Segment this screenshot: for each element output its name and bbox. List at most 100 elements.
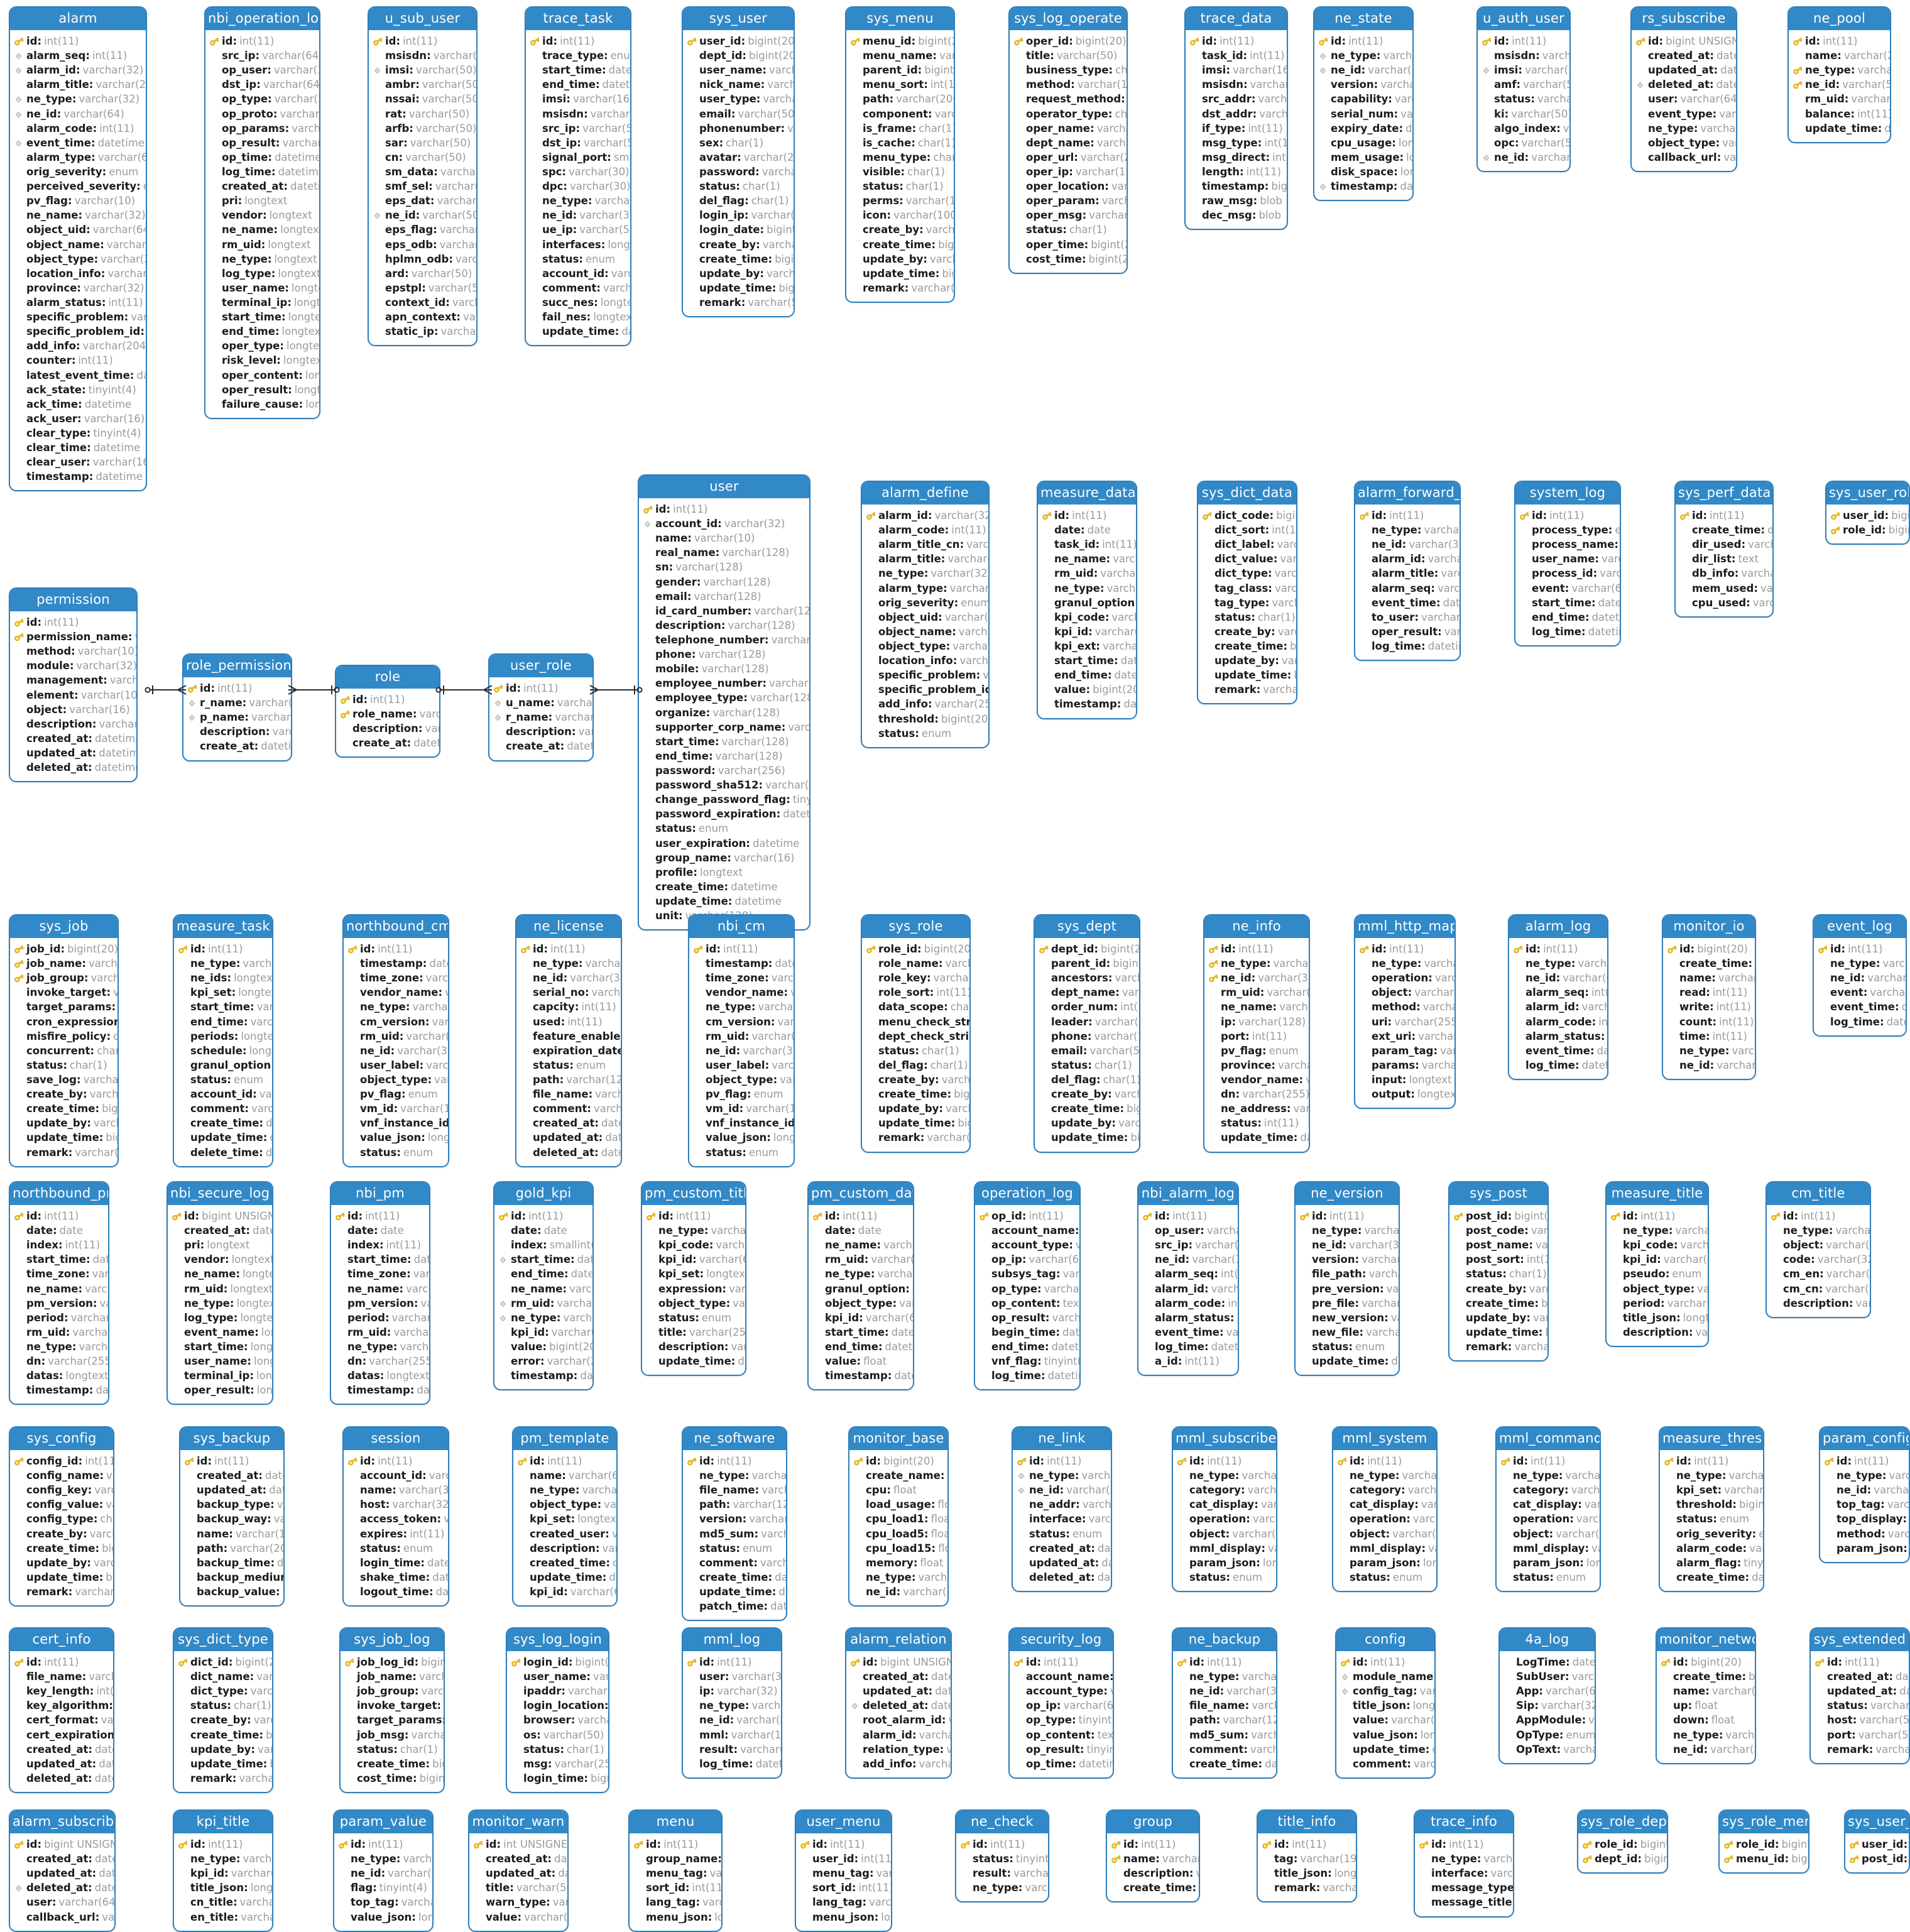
table-sys_perf_data[interactable]: sys_perf_dataid:int(11)create_time:datet… bbox=[1674, 481, 1774, 618]
table-sys_dict_data[interactable]: sys_dict_datadict_code:bigint(20)dict_so… bbox=[1197, 481, 1297, 704]
table-sys_role_menu[interactable]: sys_role_menurole_id:bigint(20)menu_id:b… bbox=[1718, 1809, 1809, 1874]
table-config[interactable]: configid:int(11)module_name:varchar(32)c… bbox=[1335, 1627, 1436, 1779]
table-ne_license[interactable]: ne_licenseid:int(11)ne_type:varchar(16)n… bbox=[515, 914, 622, 1167]
table-session[interactable]: sessionid:int(11)account_id:varchar(32)n… bbox=[342, 1426, 449, 1607]
table-cm_title[interactable]: cm_titleid:int(11)ne_type:varchar(16)obj… bbox=[1765, 1181, 1871, 1318]
table-mml_subscriber[interactable]: mml_subscriberid:int(11)ne_type:varchar(… bbox=[1172, 1426, 1277, 1592]
table-u_auth_user[interactable]: u_auth_userid:int(11)msisdn:varchar(16)i… bbox=[1476, 6, 1571, 172]
table-operation_log[interactable]: operation_logop_id:int(11)account_name:v… bbox=[974, 1181, 1081, 1390]
column-type: datetime bbox=[261, 740, 292, 753]
column-type: longtext bbox=[274, 253, 317, 266]
no-key-spacer bbox=[1189, 167, 1200, 177]
table-pm_custom_data[interactable]: pm_custom_dataid:int(11)date:datene_name… bbox=[807, 1181, 914, 1390]
table-system_log[interactable]: system_logid:int(11)process_type:enumpro… bbox=[1514, 481, 1621, 647]
table-ne_info[interactable]: ne_infoid:int(11)ne_type:varchar(32)ne_i… bbox=[1203, 914, 1310, 1153]
table-user_menu[interactable]: user_menuid:int(11)user_id:int(11)menu_t… bbox=[795, 1809, 892, 1932]
column-name: if_type bbox=[1202, 122, 1242, 135]
table-measure_threshold[interactable]: measure_thresholdid:int(11)ne_type:varch… bbox=[1659, 1426, 1764, 1592]
table-4a_log[interactable]: 4a_logLogTime:datetimeSubUser:varchar(64… bbox=[1498, 1627, 1596, 1764]
table-sys_job[interactable]: sys_jobjob_id:bigint(20)job_name:varchar… bbox=[9, 914, 119, 1167]
table-event_log[interactable]: event_logid:int(11)ne_type:varchar(16)ne… bbox=[1813, 914, 1907, 1037]
table-pm_template[interactable]: pm_templateid:int(11)name:varchar(64)ne_… bbox=[512, 1426, 618, 1607]
column-type: varchar(128) bbox=[1258, 92, 1289, 106]
table-sys_job_log[interactable]: sys_job_logjob_log_id:bigint(20)job_name… bbox=[339, 1627, 445, 1793]
table-ne_pool[interactable]: ne_poolid:int(11)name:varchar(255)ne_typ… bbox=[1787, 6, 1891, 143]
column-separator: : bbox=[724, 1340, 729, 1353]
table-cert_info[interactable]: cert_infoid:int(11)file_name:varchar(64)… bbox=[9, 1627, 114, 1793]
key-icon bbox=[1042, 511, 1052, 520]
table-sys_config[interactable]: sys_configconfig_id:int(11)config_name:v… bbox=[9, 1426, 114, 1607]
table-kpi_title[interactable]: kpi_titleid:int(11)ne_type:varchar(16)kp… bbox=[173, 1809, 273, 1932]
table-mml_command[interactable]: mml_commandid:int(11)ne_type:varchar(16)… bbox=[1495, 1426, 1601, 1592]
table-ne_backup[interactable]: ne_backupid:int(11)ne_type:varchar(16)ne… bbox=[1172, 1627, 1277, 1779]
table-u_sub_user[interactable]: u_sub_userid:int(11)msisdn:varchar(50)im… bbox=[368, 6, 478, 346]
table-measure_title[interactable]: measure_titleid:int(11)ne_type:varchar(1… bbox=[1605, 1181, 1709, 1347]
table-ne_version[interactable]: ne_versionid:int(11)ne_type:varchar(32)n… bbox=[1294, 1181, 1400, 1376]
table-mml_log[interactable]: mml_logid:int(11)user:varchar(32)ip:varc… bbox=[682, 1627, 782, 1779]
table-menu[interactable]: menuid:int(11)group_name:varchar(16)menu… bbox=[628, 1809, 723, 1932]
table-monitor_io[interactable]: monitor_ioid:bigint(20)create_time:bigin… bbox=[1662, 914, 1756, 1080]
no-key-spacer bbox=[14, 182, 25, 191]
table-ne_software[interactable]: ne_softwareid:int(11)ne_type:varchar(16)… bbox=[682, 1426, 787, 1621]
table-sys_menu[interactable]: sys_menumenu_id:bigint(20)menu_name:varc… bbox=[845, 6, 955, 303]
table-role[interactable]: roleid:int(11)role_name:varchar(255)desc… bbox=[335, 665, 440, 758]
column-row: status:int(11) bbox=[1208, 1116, 1304, 1130]
table-permission[interactable]: permissionid:int(11)permission_name:varc… bbox=[9, 587, 138, 782]
table-monitor_base[interactable]: monitor_baseid:bigint(20)create_name:big… bbox=[848, 1426, 949, 1607]
table-ne_state[interactable]: ne_stateid:int(11)ne_type:varchar(16)ne_… bbox=[1313, 6, 1414, 201]
table-sys_backup[interactable]: sys_backupid:int(11)created_at:datetimeu… bbox=[179, 1426, 285, 1607]
table-ne_check[interactable]: ne_checkid:int(11)status:tinyint(4)resul… bbox=[955, 1809, 1049, 1902]
table-group[interactable]: groupid:int(11)name:varchar(255)descript… bbox=[1106, 1809, 1200, 1902]
table-measure_task[interactable]: measure_taskid:int(11)ne_type:varchar(16… bbox=[173, 914, 273, 1167]
table-sys_user_post[interactable]: sys_user_postuser_id:bigint(20)post_id:b… bbox=[1844, 1809, 1910, 1874]
table-user_role[interactable]: user_roleid:int(11)u_name:varchar(255)r_… bbox=[488, 653, 594, 761]
table-param_config[interactable]: param_configid:int(11)ne_type:varchar(32… bbox=[1819, 1426, 1910, 1563]
column-type: varchar(16) bbox=[1408, 1483, 1438, 1497]
table-param_value[interactable]: param_valueid:int(11)ne_type:varchar(32)… bbox=[333, 1809, 434, 1932]
table-mml_http_map[interactable]: mml_http_mapid:int(11)ne_type:varchar(16… bbox=[1354, 914, 1456, 1109]
column-type: varchar(64) bbox=[422, 1684, 445, 1698]
no-key-spacer bbox=[14, 1371, 25, 1380]
table-pm_custom_title[interactable]: pm_custom_titleid:int(11)ne_type:varchar… bbox=[641, 1181, 746, 1376]
table-sys_post[interactable]: sys_postpost_id:bigint(20)post_code:varc… bbox=[1448, 1181, 1549, 1362]
table-mml_system[interactable]: mml_systemid:int(11)ne_type:varchar(16)c… bbox=[1332, 1426, 1438, 1592]
table-nbi_cm[interactable]: nbi_cmid:int(11)timestamp:datetimetime_z… bbox=[688, 914, 795, 1167]
table-sys_log_login[interactable]: sys_log_loginlogin_id:bigint(20)user_nam… bbox=[506, 1627, 609, 1793]
table-sys_role_dept[interactable]: sys_role_deptrole_id:bigint(20)dept_id:b… bbox=[1577, 1809, 1668, 1874]
table-trace_task[interactable]: trace_taskid:int(11)trace_type:enumstart… bbox=[525, 6, 631, 346]
column-separator: : bbox=[1231, 1015, 1236, 1029]
column-separator: : bbox=[851, 1224, 856, 1237]
table-northbound_cm[interactable]: northbound_cmid:int(11)timestamp:datetim… bbox=[342, 914, 449, 1167]
table-nbi_alarm_log[interactable]: nbi_alarm_logid:int(11)op_user:varchar(1… bbox=[1137, 1181, 1239, 1376]
table-sys_extended[interactable]: sys_extendedid:int(11)created_at:datetim… bbox=[1809, 1627, 1910, 1764]
table-sys_dept[interactable]: sys_deptdept_id:bigint(20)parent_id:bigi… bbox=[1034, 914, 1140, 1153]
column-row: ack_time:datetime bbox=[14, 397, 141, 412]
table-trace_info[interactable]: trace_infoid:int(11)ne_type:varchar(32)i… bbox=[1414, 1809, 1514, 1918]
table-sys_dict_type[interactable]: sys_dict_typedict_id:bigint(20)dict_name… bbox=[173, 1627, 273, 1793]
table-monitor_network[interactable]: monitor_networkid:bigint(20)create_time:… bbox=[1656, 1627, 1756, 1764]
table-ne_link[interactable]: ne_linkid:int(11)ne_type:varchar(32)ne_i… bbox=[1012, 1426, 1112, 1592]
table-alarm_log[interactable]: alarm_logid:int(11)ne_type:varchar(16)ne… bbox=[1508, 914, 1608, 1080]
table-sys_user_role[interactable]: sys_user_roleuser_id:bigint(20)role_id:b… bbox=[1825, 481, 1910, 545]
table-alarm_forward_log[interactable]: alarm_forward_logid:int(11)ne_type:varch… bbox=[1354, 481, 1461, 661]
table-security_log[interactable]: security_logid:int(11)account_name:varch… bbox=[1008, 1627, 1114, 1779]
